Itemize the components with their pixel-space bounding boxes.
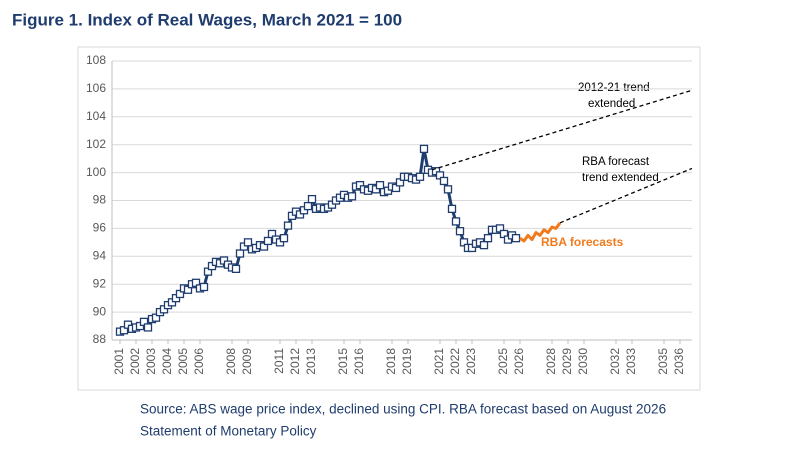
y-tick-label: 92 [93, 276, 107, 290]
x-tick-label: 2013 [304, 348, 318, 375]
data-point [451, 217, 461, 226]
x-tick-label: 2016 [352, 348, 366, 375]
data-point [419, 144, 429, 154]
x-tick-label: 2023 [464, 348, 478, 375]
data-point [483, 234, 493, 243]
x-tick-label: 2015 [336, 348, 350, 375]
x-tick-label: 2009 [240, 348, 254, 375]
annotation: RBA forecast [582, 156, 650, 168]
x-tick-label: 2032 [608, 348, 622, 375]
x-tick-label: 2003 [144, 348, 158, 375]
x-tick-label: 2008 [224, 348, 238, 375]
source-note: Source: ABS wage price index, declined u… [140, 402, 666, 417]
y-tick-label: 106 [86, 81, 106, 95]
x-tick-label: 2026 [512, 348, 526, 375]
x-tick-label: 2019 [400, 348, 414, 375]
x-tick-label: 2002 [128, 348, 142, 375]
data-point [307, 194, 317, 204]
x-tick-label: 2021 [432, 348, 446, 375]
x-tick-label: 2018 [384, 348, 398, 375]
data-point [511, 234, 521, 243]
data-point [231, 264, 241, 274]
data-point [375, 181, 385, 190]
data-point [447, 204, 457, 214]
x-tick-label: 2005 [176, 348, 190, 375]
y-tick-label: 100 [86, 165, 106, 179]
x-tick-label: 2029 [560, 348, 574, 375]
x-tick-label: 2022 [448, 348, 462, 375]
data-point [263, 236, 273, 246]
data-point [235, 249, 245, 258]
data-point [283, 221, 293, 230]
y-tick-label: 108 [86, 53, 106, 67]
data-point [479, 240, 489, 250]
y-tick-label: 90 [93, 304, 107, 318]
x-tick-label: 2035 [656, 348, 670, 375]
x-tick-label: 2012 [288, 348, 302, 375]
trend-line [431, 89, 693, 171]
x-tick-label: 2033 [624, 348, 638, 375]
y-tick-label: 102 [86, 137, 106, 151]
data-point [303, 201, 313, 211]
y-tick-label: 104 [86, 109, 106, 123]
chart-title: Figure 1. Index of Real Wages, March 202… [12, 10, 402, 29]
data-point [415, 172, 425, 181]
data-line [119, 147, 517, 334]
x-tick-label: 2036 [672, 348, 686, 375]
annotation: trend extended [582, 172, 659, 184]
data-point [199, 282, 209, 292]
trend-line [559, 167, 693, 224]
data-line [519, 221, 562, 243]
y-tick-label: 98 [93, 193, 107, 207]
source-note: Statement of Monetary Policy [140, 424, 317, 439]
data-point [455, 227, 465, 236]
y-tick-label: 94 [93, 248, 107, 262]
x-tick-label: 2011 [272, 348, 286, 374]
x-tick-label: 2001 [112, 348, 126, 375]
data-point [347, 192, 357, 201]
annotation: extended [588, 98, 635, 110]
y-tick-label: 96 [93, 221, 107, 235]
data-point [243, 238, 253, 247]
x-tick-label: 2028 [544, 348, 558, 375]
x-tick-label: 2025 [496, 348, 510, 375]
y-tick-label: 88 [93, 332, 107, 346]
plot-area [111, 60, 693, 344]
data-point [143, 323, 153, 332]
data-point [439, 176, 449, 186]
annotation: RBA forecasts [541, 235, 624, 249]
data-point [443, 185, 453, 194]
chart-border [77, 46, 701, 391]
x-tick-label: 2006 [192, 348, 206, 375]
x-tick-label: 2030 [576, 348, 590, 375]
annotation: 2012-21 trend [578, 82, 650, 94]
x-tick-label: 2004 [160, 348, 174, 375]
data-point [279, 234, 289, 243]
